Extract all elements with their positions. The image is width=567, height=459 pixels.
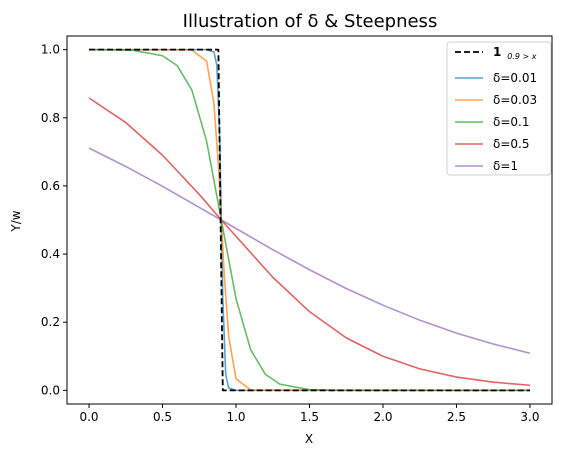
chart-title: Illustration of δ & Steepness	[183, 11, 438, 32]
y-tick-label: 0.0	[41, 383, 60, 397]
y-axis-label: Y/w	[9, 210, 23, 232]
y-tick-label: 0.8	[41, 111, 60, 125]
series-line-0	[89, 48, 530, 392]
legend-indicator-symbol: 1	[493, 45, 501, 59]
legend-box	[446, 41, 552, 176]
x-axis-label: X	[305, 432, 313, 446]
legend-label-delta-0.1: δ=0.1	[493, 115, 529, 129]
series-line-5	[88, 147, 531, 355]
x-tick-label: 1.0	[226, 410, 245, 424]
legend-indicator-subscript: 0.9 > x	[507, 52, 537, 61]
legend-label-delta-0.03: δ=0.03	[493, 93, 537, 107]
legend: 1 0.9 > x δ=0.01 δ=0.03 δ=0.1 δ=0.5 δ=1	[446, 41, 552, 176]
plot-lines	[88, 48, 531, 392]
legend-label-delta-0.5: δ=0.5	[493, 137, 529, 151]
y-tick-label: 0.2	[41, 315, 60, 329]
legend-label-delta-0.01: δ=0.01	[493, 71, 537, 85]
x-tick-label: 2.0	[373, 410, 392, 424]
y-tick-label: 0.4	[41, 247, 60, 261]
x-tick-label: 3.0	[520, 410, 539, 424]
y-tick-label: 0.6	[41, 179, 60, 193]
legend-label-indicator: 1 0.9 > x	[493, 45, 537, 61]
x-tick-label: 0.5	[153, 410, 172, 424]
series-line-4	[88, 97, 531, 387]
x-axis-ticks: 0.0 0.5 1.0 1.5 2.0 2.5 3.0	[79, 404, 540, 424]
y-axis-ticks: 0.0 0.2 0.4 0.6 0.8 1.0	[41, 43, 67, 397]
legend-label-delta-1: δ=1	[493, 159, 518, 173]
x-tick-label: 2.5	[447, 410, 466, 424]
y-tick-label: 1.0	[41, 43, 60, 57]
x-tick-label: 1.5	[300, 410, 319, 424]
x-tick-label: 0.0	[79, 410, 98, 424]
